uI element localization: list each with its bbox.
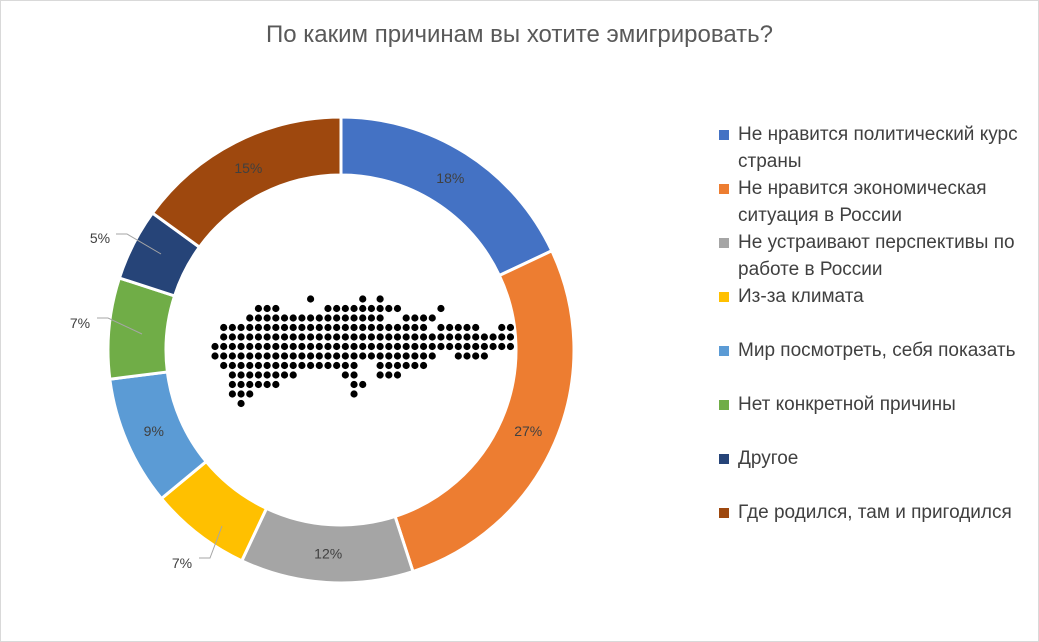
leader-line-4 bbox=[199, 525, 223, 559]
legend-item-7: Другое bbox=[719, 445, 1029, 472]
data-labels: 18% 27% 12% 7% 9% 7% 5% 15% bbox=[70, 160, 542, 571]
legend-swatch bbox=[719, 292, 729, 302]
data-label-8: 15% bbox=[234, 160, 262, 176]
data-label-5: 9% bbox=[144, 423, 164, 439]
data-label-7: 5% bbox=[90, 230, 110, 246]
legend-swatch bbox=[719, 346, 729, 356]
legend-item-6: Нет конкретной причины bbox=[719, 391, 1029, 418]
slice-1 bbox=[339, 115, 554, 278]
legend-label: Из-за климата bbox=[738, 286, 864, 307]
legend-label: Не нравится экономическая ситуация в Рос… bbox=[738, 178, 987, 226]
leader-line-7 bbox=[116, 233, 162, 255]
legend-item-2: Не нравится экономическая ситуация в Рос… bbox=[719, 175, 1029, 229]
legend-swatch bbox=[719, 454, 729, 464]
legend-item-5: Мир посмотреть, себя показать bbox=[719, 337, 1029, 364]
legend-item-8: Где родился, там и пригодился bbox=[719, 499, 1029, 526]
legend-item-4: Из-за климата bbox=[719, 283, 1029, 310]
donut-slices bbox=[106, 115, 576, 585]
data-label-4: 7% bbox=[172, 555, 192, 571]
data-label-6: 7% bbox=[70, 315, 90, 331]
legend-label: Мир посмотреть, себя показать bbox=[738, 340, 1016, 361]
legend-swatch bbox=[719, 130, 729, 140]
chart-title: По каким причинам вы хотите эмигрировать… bbox=[266, 21, 773, 48]
slice-8 bbox=[150, 115, 343, 250]
data-label-2: 27% bbox=[514, 423, 542, 439]
legend-label: Где родился, там и пригодился bbox=[738, 502, 1012, 523]
leader-line-6 bbox=[97, 317, 143, 335]
legend-swatch bbox=[719, 400, 729, 410]
data-label-1: 18% bbox=[436, 170, 464, 186]
legend-label: Нет конкретной причины bbox=[738, 394, 956, 415]
legend-label: Не устраивают перспективы по работе в Ро… bbox=[738, 232, 1015, 280]
legend-label: Не нравится политический курс страны bbox=[738, 124, 1018, 172]
legend-swatch bbox=[719, 184, 729, 194]
slice-2 bbox=[393, 248, 576, 574]
legend-item-3: Не устраивают перспективы по работе в Ро… bbox=[719, 229, 1029, 283]
legend-swatch bbox=[719, 508, 729, 518]
russia-dot-map-icon bbox=[211, 295, 515, 408]
data-label-3: 12% bbox=[314, 546, 342, 562]
legend-label: Другое bbox=[738, 448, 799, 469]
legend-item-1: Не нравится политический курс страны bbox=[719, 121, 1029, 175]
legend-swatch bbox=[719, 238, 729, 248]
